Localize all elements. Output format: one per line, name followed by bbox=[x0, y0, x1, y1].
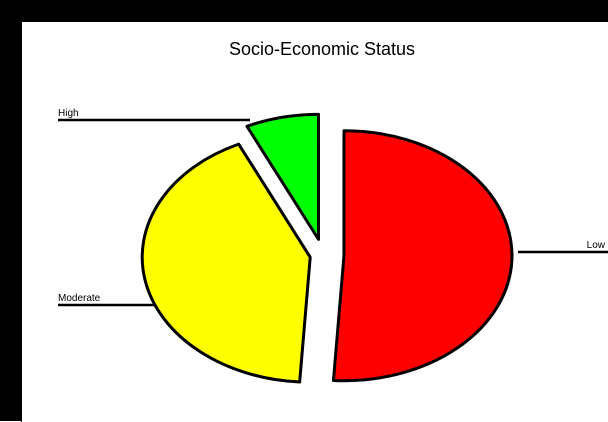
pie-slice-high bbox=[245, 112, 321, 241]
pie-slice-moderate bbox=[140, 142, 312, 384]
pie-slices bbox=[140, 112, 514, 384]
pie-slice-low bbox=[331, 129, 514, 383]
chart-title: Socio-Economic Status bbox=[229, 39, 415, 59]
slice-label-moderate: Moderate bbox=[58, 293, 101, 304]
leader-lines bbox=[58, 118, 608, 307]
plot-area: Socio-Economic Status Low Moderate High bbox=[21, 21, 608, 422]
slice-label-high: High bbox=[58, 108, 79, 119]
slice-label-low: Low bbox=[587, 240, 606, 251]
pie-chart: Socio-Economic Status Low Moderate High bbox=[58, 39, 608, 384]
slice-labels: Low Moderate High bbox=[58, 108, 606, 304]
